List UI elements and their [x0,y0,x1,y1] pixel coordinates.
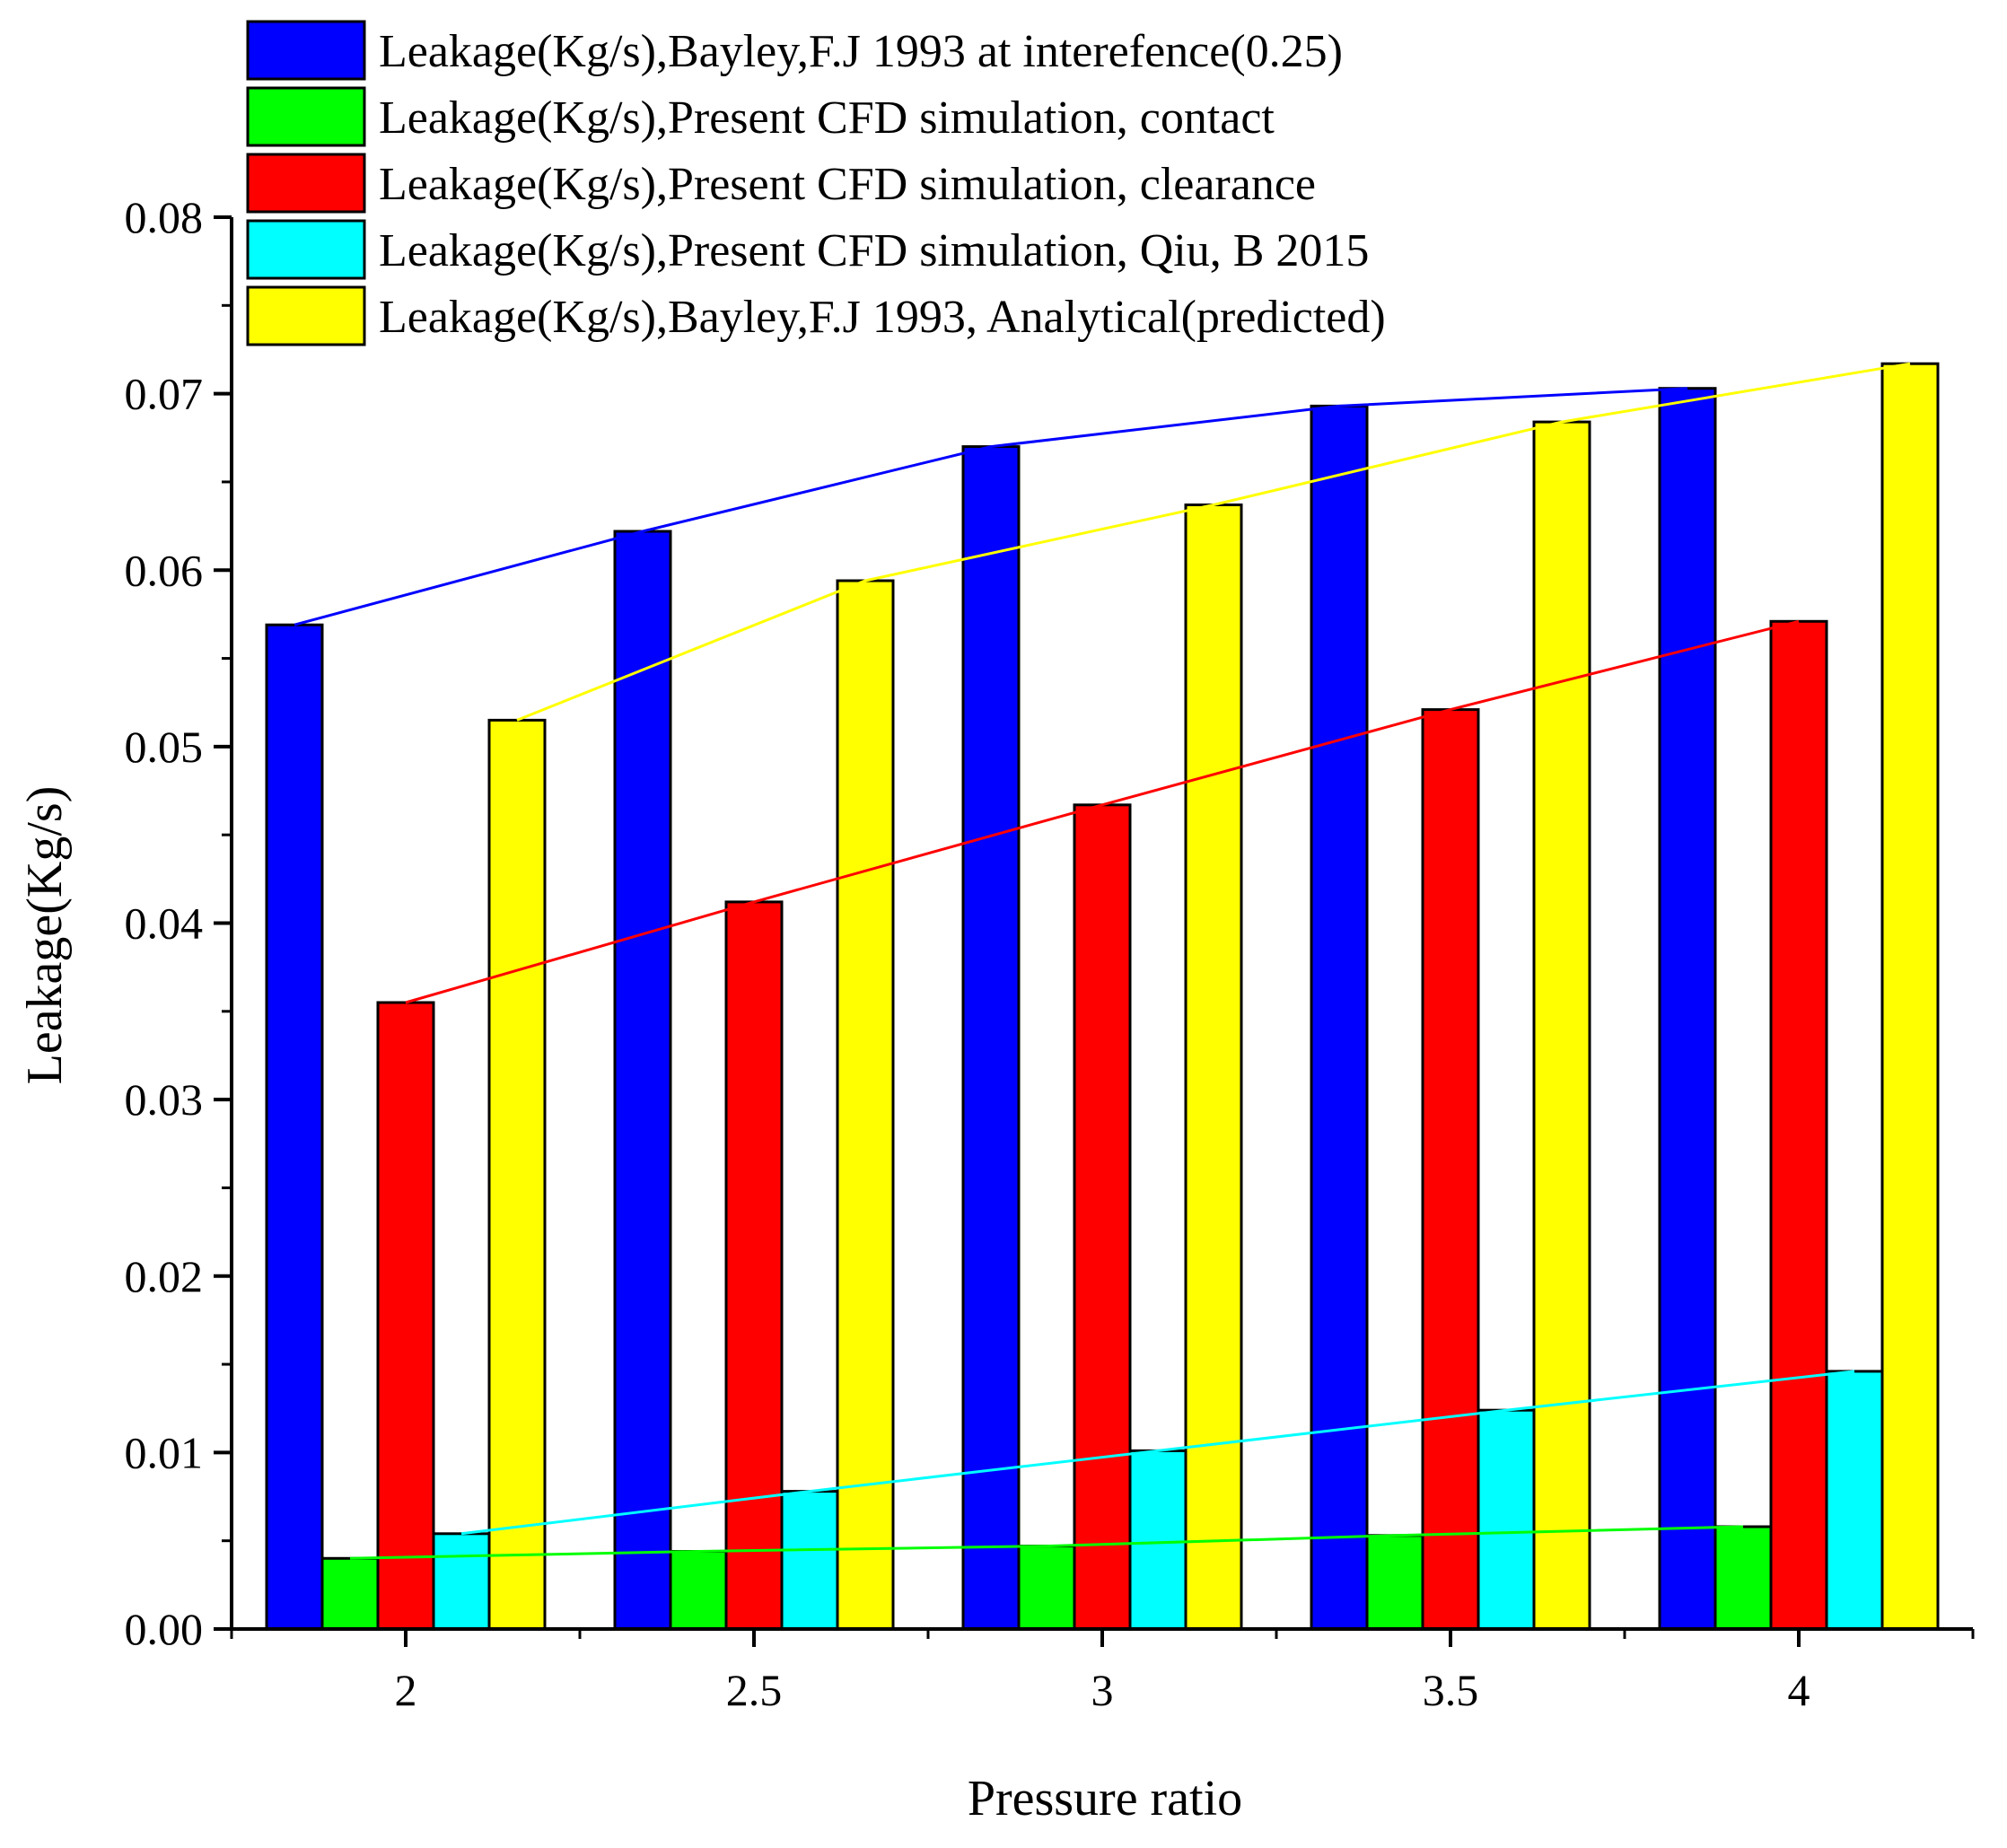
bar-s1-3.5 [1310,404,1369,1631]
bar-s4-3 [1128,1449,1188,1631]
bar-s4-4 [1825,1370,1884,1631]
y-tick-label: 0.00 [125,1604,204,1654]
y-tick-label: 0.01 [125,1427,204,1477]
bar-s2-4 [1713,1525,1773,1631]
trend-lines-group [294,362,1911,1560]
trend-line-series-4 [460,1370,1855,1536]
bar-s2-3.5 [1365,1534,1424,1631]
bar-s2-3 [1017,1545,1076,1631]
bar-s3-3 [1073,803,1132,1631]
legend-swatch-series-5 [246,285,366,346]
bar-s1-2.5 [613,530,672,1631]
bar-s4-2 [432,1532,491,1631]
y-tick-label: 0.03 [125,1074,204,1125]
bar-s3-2.5 [724,900,784,1631]
x-tick-label: 2.5 [726,1665,783,1715]
x-tick-label: 3 [1091,1665,1114,1715]
legend-label-series-5: Leakage(Kg/s),Bayley,F.J 1993, Analytica… [379,292,1386,343]
y-tick-label: 0.07 [125,369,204,419]
bar-s4-3.5 [1477,1408,1536,1631]
trend-line-series-2 [349,1525,1744,1560]
legend-label-series-2: Leakage(Kg/s),Present CFD simulation, co… [379,92,1275,144]
bar-s1-2 [265,623,324,1631]
bar-s1-3 [961,445,1021,1631]
x-axis-title: Pressure ratio [968,1771,1242,1826]
y-tick-label: 0.04 [125,898,204,949]
bar-s1-4 [1658,387,1717,1631]
bar-s2-2.5 [669,1550,728,1631]
bar-s2-2 [320,1556,380,1631]
bar-s3-4 [1769,619,1828,1631]
bar-s5-3 [1184,504,1243,1631]
bar-s5-2 [487,718,547,1631]
legend-swatch-series-1 [246,20,366,81]
axes-group: 0.00 0.01 0.02 0.03 0.04 0.05 0.06 0.07 0.08 2 2.5… [125,192,1975,1715]
legend-label-series-1: Leakage(Kg/s),Bayley,F.J 1993 at interef… [379,26,1343,77]
bar-s5-3.5 [1532,420,1591,1631]
x-tick-label: 3.5 [1423,1665,1479,1715]
y-axis-title: Leakage(Kg/s) [17,786,73,1085]
x-tick-label: 4 [1788,1665,1810,1715]
bar-s5-4 [1880,362,1940,1631]
bar-s5-2.5 [836,579,895,1631]
legend-label-series-4: Leakage(Kg/s),Present CFD simulation, Qi… [379,225,1369,276]
bar-s3-3.5 [1421,708,1480,1631]
y-tick-label: 0.06 [125,545,204,595]
y-tick-label: 0.05 [125,722,204,772]
y-tick-label: 0.02 [125,1251,204,1301]
bar-s3-2 [376,1001,435,1631]
legend: Leakage(Kg/s),Bayley,F.J 1993 at interef… [246,20,1386,346]
trend-line-series-1 [294,387,1688,626]
y-tick-label: 0.08 [125,192,204,242]
trend-line-series-5 [516,362,1911,722]
x-tick-label: 2 [395,1665,417,1715]
legend-swatch-series-2 [246,86,366,147]
bars-group [265,362,1940,1631]
bar-s4-2.5 [780,1490,839,1631]
legend-swatch-series-4 [246,219,366,280]
legend-label-series-3: Leakage(Kg/s),Present CFD simulation, cl… [379,159,1316,210]
legend-swatch-series-3 [246,153,366,214]
trend-line-series-3 [405,619,1800,1004]
